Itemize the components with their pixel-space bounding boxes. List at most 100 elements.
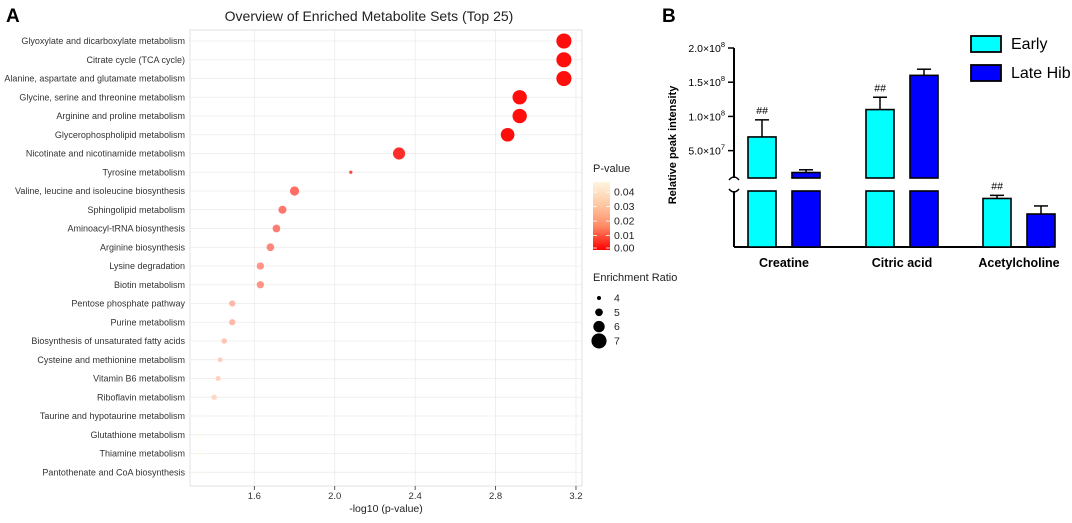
panel-a-point xyxy=(349,170,353,174)
panel-b-bar xyxy=(1026,213,1056,248)
panel-a-category-label: Purine metabolism xyxy=(110,317,185,327)
panel-a-category-label: Nicotinate and nicotinamide metabolism xyxy=(26,149,185,159)
panel-b-category-label: Creatine xyxy=(759,256,809,270)
panel-a-point xyxy=(556,70,572,87)
panel-b-bar xyxy=(909,190,939,248)
panel-b-significance-label: ## xyxy=(756,105,768,117)
panel-a-category-label: Glutathione metabolism xyxy=(90,430,185,440)
panel-b-bar xyxy=(791,171,821,179)
panel-b-y-tick-label: 2.0×108 xyxy=(688,40,725,55)
enrichment-legend-label: 4 xyxy=(614,293,620,305)
panel-a-category-label: Pantothenate and CoA biosynthesis xyxy=(42,467,185,477)
panel-a-x-tick-label: 3.2 xyxy=(569,491,582,502)
enrichment-legend-dot xyxy=(597,296,601,300)
panel-b-bar xyxy=(747,136,777,179)
panel-a-point xyxy=(289,186,300,196)
panel-a-point xyxy=(556,52,572,68)
panel-a-grid xyxy=(190,30,582,486)
panel-b-bar xyxy=(747,190,777,248)
panel-b-bar xyxy=(865,108,895,179)
panel-a-title: Overview of Enriched Metabolite Sets (To… xyxy=(225,8,514,24)
panel-a-point xyxy=(256,262,265,270)
panel-b-y-tick-label: 5.0×107 xyxy=(688,143,725,158)
panel-a-point xyxy=(198,433,202,437)
pvalue-legend-title: P-value xyxy=(593,163,630,175)
enrichment-legend-label: 5 xyxy=(614,307,620,319)
panel-a-category-label: Valine, leucine and isoleucine biosynthe… xyxy=(15,186,185,196)
panel-a-point xyxy=(500,127,515,142)
panel-b-legend-swatch xyxy=(970,35,1002,53)
panel-b-y-tick-label: 1.0×108 xyxy=(688,108,725,123)
pvalue-legend-tick-label: 0.04 xyxy=(614,187,635,199)
pvalue-colorbar xyxy=(593,182,610,250)
panel-a-category-label: Alanine, aspartate and glutamate metabol… xyxy=(4,74,185,84)
enrichment-legend-dot xyxy=(593,320,605,333)
panel-a-letter: A xyxy=(6,6,20,27)
panel-b-bar xyxy=(982,197,1012,248)
panel-a-x-tick-label: 2.0 xyxy=(328,491,341,502)
panel-a-point xyxy=(256,281,265,289)
panel-b-bar xyxy=(791,190,821,248)
panel-a-point xyxy=(512,90,527,105)
enrichment-legend-title: Enrichment Ratio xyxy=(593,272,677,284)
panel-a-category-label: Arginine and proline metabolism xyxy=(56,111,185,121)
panel-a-point xyxy=(272,224,281,233)
pvalue-legend-ticks: 0.04 0.03 0.02 0.010.00 xyxy=(593,187,635,255)
panel-a-x-axis-label: -log10 (p-value) xyxy=(349,503,423,515)
panel-a-point xyxy=(198,414,202,418)
panel-a-category-label: Riboflavin metabolism xyxy=(97,392,185,402)
panel-b-letter: B xyxy=(662,6,676,27)
enrichment-legend-label: 7 xyxy=(614,335,620,347)
panel-a-plot-area xyxy=(189,29,583,487)
pvalue-legend-tick-label: 0.02 xyxy=(614,216,635,228)
panel-a-category-labels: Glyoxylate and dicarboxylate metabolism C… xyxy=(4,36,185,477)
panel-a-category-label: Citrate cycle (TCA cycle) xyxy=(86,55,185,65)
panel-a-category-label: Pentose phosphate pathway xyxy=(71,299,185,309)
panel-b-axis-break-mark xyxy=(728,176,740,181)
panel-a-point xyxy=(278,205,287,214)
panel-b-significance-label: ## xyxy=(874,82,886,94)
enrichment-legend-items: 4 5 6 7 xyxy=(591,293,620,349)
panel-a-category-label: Arginine biosynthesis xyxy=(100,242,186,252)
panel-b-bar xyxy=(909,74,939,179)
panel-a-category-label: Lysine degradation xyxy=(109,261,185,271)
panel-a-points xyxy=(198,33,572,474)
panel-a-point xyxy=(556,33,572,49)
panel-a-x-tick-label: 2.4 xyxy=(409,491,422,502)
pvalue-legend-tick-label: 0.01 xyxy=(614,230,635,242)
panel-b-axis-break-mark xyxy=(728,188,740,193)
panel-a-category-label: Cysteine and methionine metabolism xyxy=(37,355,185,365)
panel-a-category-label: Thiamine metabolism xyxy=(99,449,185,459)
pvalue-legend-tick-label: 0.00 xyxy=(614,243,635,255)
panel-a-point xyxy=(392,147,406,160)
panel-a-category-label: Aminoacyl-tRNA biosynthesis xyxy=(67,224,185,234)
panel-a-point xyxy=(198,452,202,455)
pvalue-legend-tick-label: 0.03 xyxy=(614,201,635,213)
panel-b-bars: ## ## ## xyxy=(747,68,1056,248)
panel-a-category-label: Tyrosine metabolism xyxy=(102,167,185,177)
panel-a-point xyxy=(221,338,227,344)
panel-b-y-axis-label: Relative peak intensity xyxy=(667,85,679,204)
panel-a-category-label: Glyoxylate and dicarboxylate metabolism xyxy=(21,36,185,46)
panel-b-category-labels: Creatine Citric acid Acetylcholine xyxy=(759,256,1060,270)
panel-a-x-tick-label: 2.8 xyxy=(489,491,502,502)
panel-a-point xyxy=(211,394,217,400)
panel-a-point xyxy=(512,108,527,124)
panel-a-x-ticks: 1.6 2.0 2.4 2.8 3.2 xyxy=(248,486,583,502)
panel-b-legend-label: Late Hib xyxy=(1011,65,1071,82)
panel-b-category-label: Acetylcholine xyxy=(978,256,1059,270)
panel-a-category-label: Vitamin B6 metabolism xyxy=(93,374,185,384)
panel-a-point xyxy=(229,300,236,307)
panel-a-point xyxy=(198,470,202,474)
panel-a-category-label: Glycerophospholipid metabolism xyxy=(55,130,185,140)
panel-a-x-tick-label: 1.6 xyxy=(248,491,261,502)
enrichment-legend-dot xyxy=(595,308,603,317)
enrichment-legend-dot xyxy=(591,333,607,349)
enrichment-legend-label: 6 xyxy=(614,321,620,333)
panel-b-significance-label: ## xyxy=(991,180,1003,192)
panel-b-category-label: Citric acid xyxy=(872,256,932,270)
panel-a-point xyxy=(215,375,221,382)
panel-a-category-label: Glycine, serine and threonine metabolism xyxy=(19,92,185,102)
panel-b-legend-label: Early xyxy=(1011,36,1047,53)
